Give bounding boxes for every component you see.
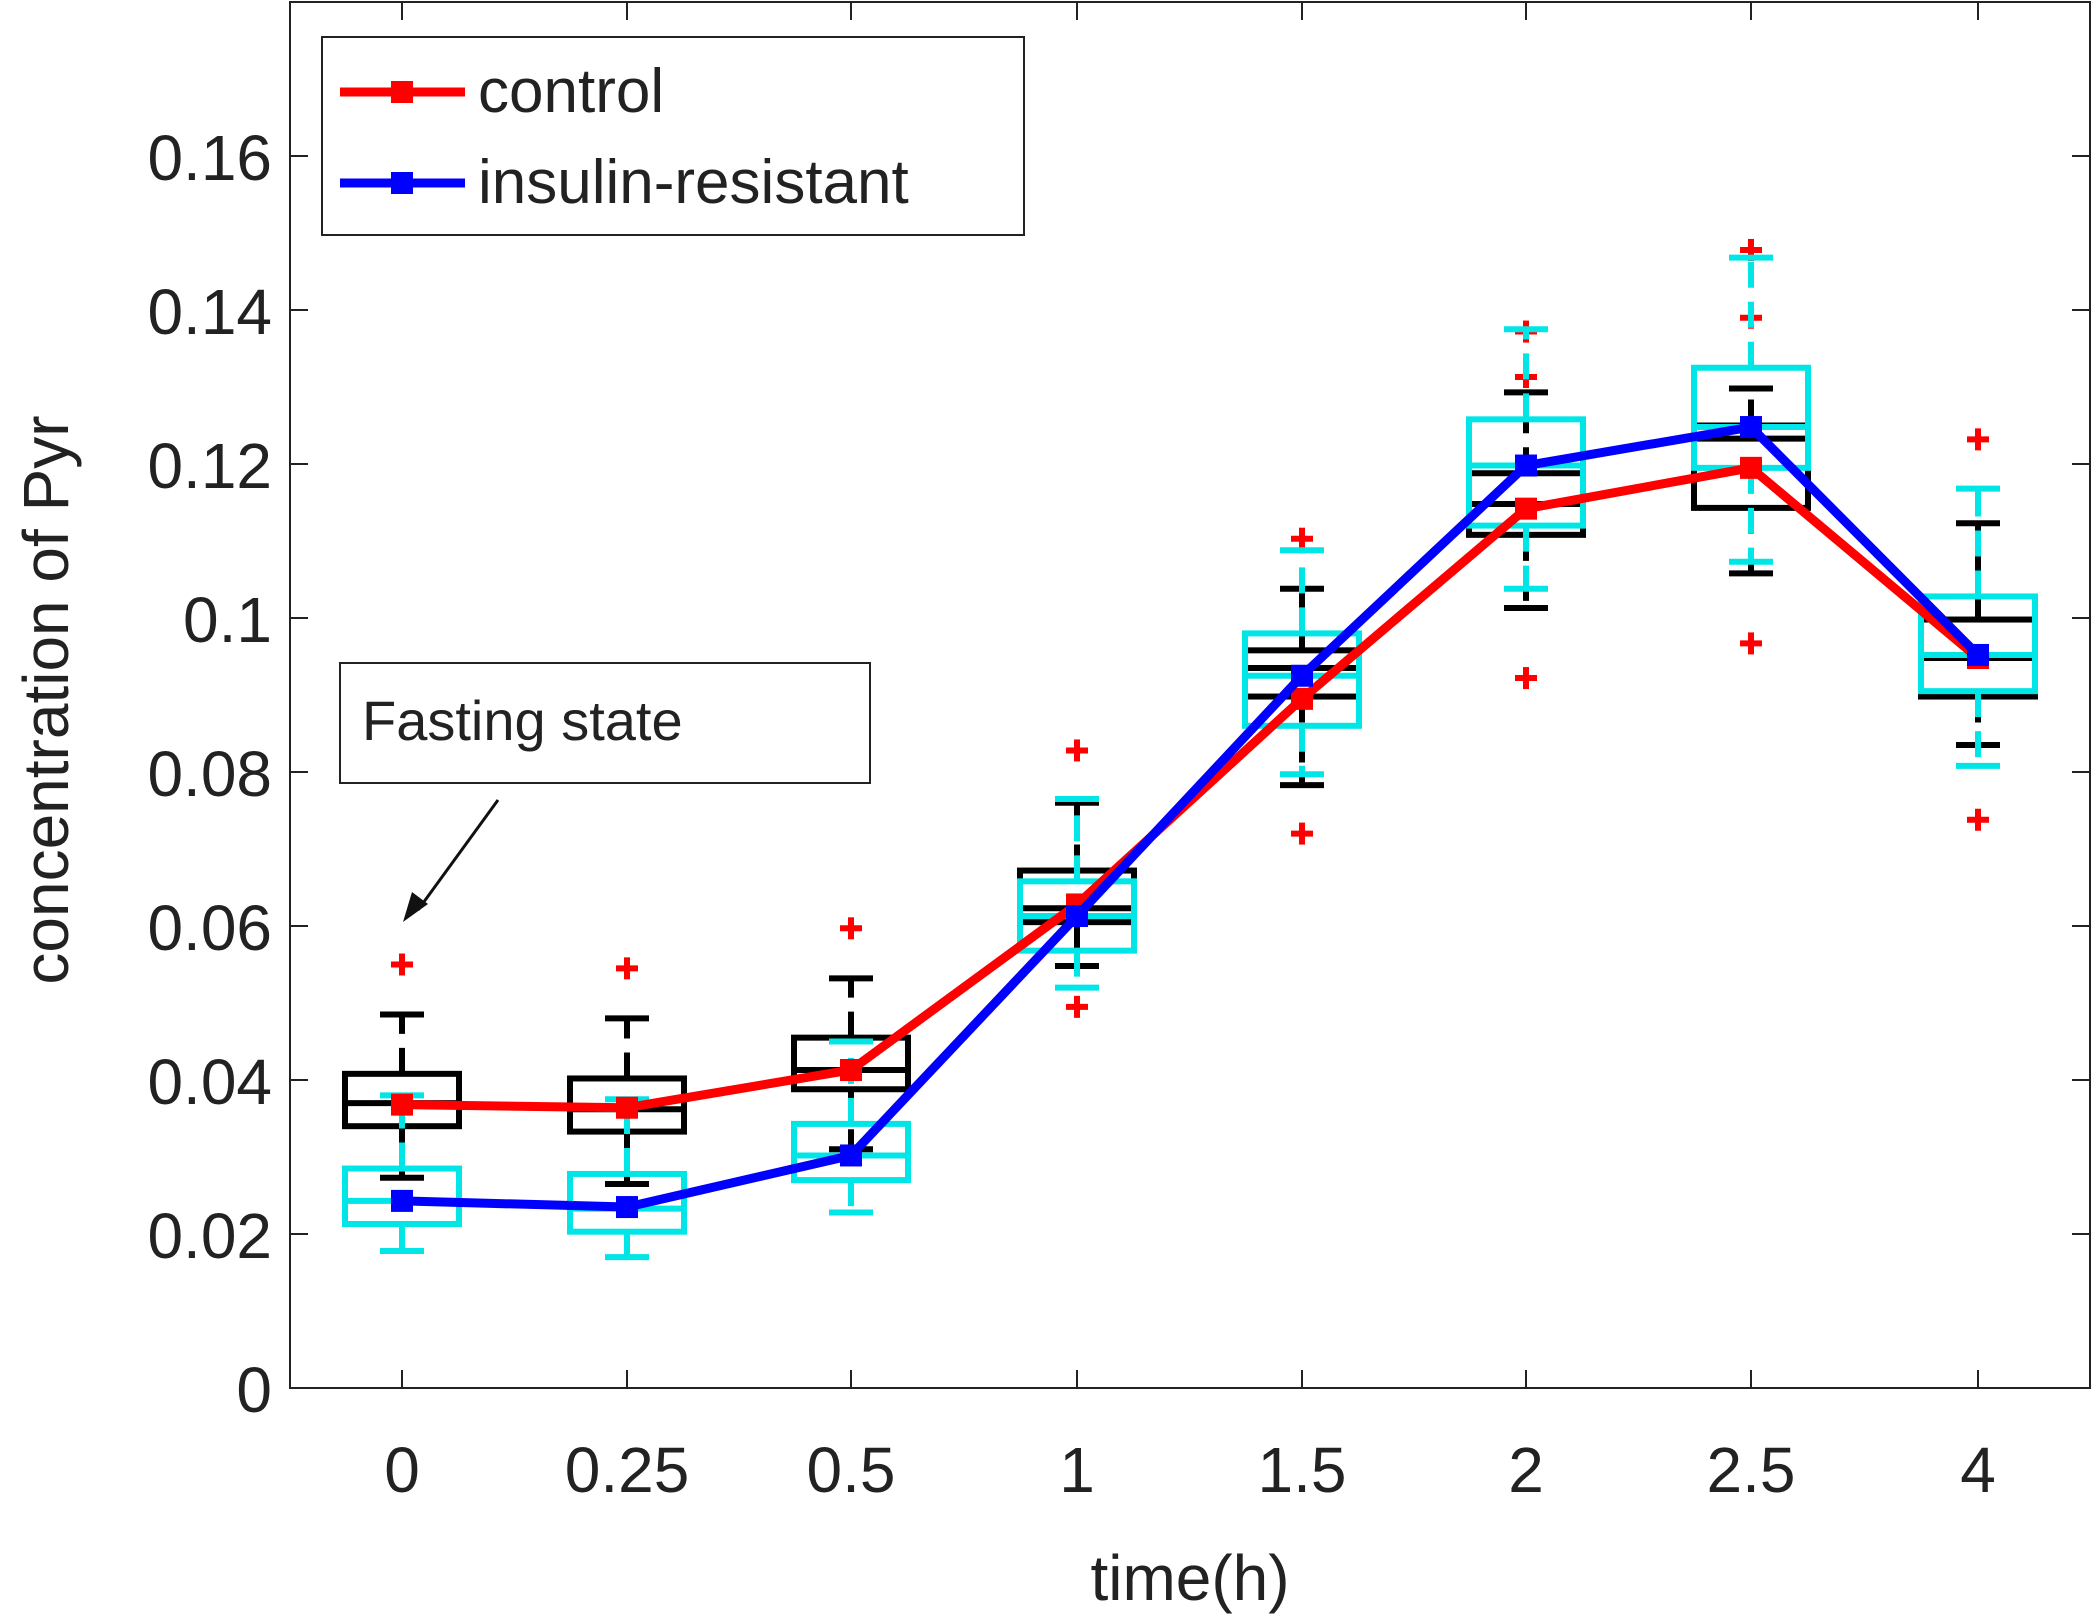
boxplot-insulin-resistant (1242, 547, 1362, 778)
box-iqr (791, 1034, 911, 1093)
series-point-insulin-resistant (616, 1196, 638, 1219)
box-iqr (342, 1165, 462, 1227)
legend-label-insulin-resistant: insulin-resistant (478, 148, 909, 217)
legend-marker-control (391, 81, 413, 103)
series-point-insulin-resistant (1740, 416, 1762, 439)
annotation-box (339, 662, 871, 784)
box-iqr (1466, 416, 1586, 529)
box-outlier-plus-icon (1066, 995, 1088, 1018)
series-point-insulin-resistant (1066, 904, 1088, 927)
box-iqr (791, 1120, 911, 1184)
y-tick-label: 0.06 (147, 892, 272, 964)
y-tick-label: 0.12 (147, 430, 272, 502)
series-point-control (1515, 497, 1537, 520)
x-tick-label: 1 (1059, 1434, 1095, 1506)
y-tick-label: 0.14 (147, 276, 272, 348)
y-tick-label: 0 (236, 1354, 272, 1426)
x-tick-label: 1.5 (1258, 1434, 1347, 1506)
y-tick-label: 0.08 (147, 738, 272, 810)
box-outlier-plus-icon (1967, 808, 1989, 831)
y-tick-label: 0.16 (147, 122, 272, 194)
legend-box (321, 36, 1025, 236)
annotation-arrowhead-icon (403, 892, 428, 922)
series-line-insulin-resistant (401, 422, 1982, 1212)
box-outlier-plus-icon (1291, 822, 1313, 845)
y-tick-label: 0.02 (147, 1200, 272, 1272)
x-tick-label: 0.25 (565, 1434, 690, 1506)
box-outlier-plus-icon (1066, 739, 1088, 762)
box-iqr (1242, 630, 1362, 729)
x-tick-label: 2.5 (1707, 1434, 1796, 1506)
box-outlier-plus-icon (391, 953, 413, 976)
box-iqr (1918, 593, 2038, 695)
annotation-text: Fasting state (362, 689, 683, 752)
legend-marker-insulin-resistant (391, 172, 413, 194)
boxplot-insulin-resistant (1918, 485, 2038, 769)
y-axis-label: concentration of Pyr (10, 415, 82, 984)
box-outlier-plus-icon (1291, 527, 1313, 550)
series-point-control (1740, 456, 1762, 479)
series-point-insulin-resistant (1515, 454, 1537, 477)
series-point-control (840, 1058, 862, 1081)
series-point-insulin-resistant (1967, 643, 1989, 666)
series-point-insulin-resistant (1291, 664, 1313, 687)
plot-area-frame (289, 1, 2091, 1389)
series-point-control (391, 1093, 413, 1116)
box-outlier-plus-icon (1515, 667, 1537, 690)
legend-label-control: control (478, 57, 664, 126)
y-tick-label: 0.04 (147, 1046, 272, 1118)
series-point-control (1291, 687, 1313, 710)
y-tick-label: 0.1 (183, 584, 272, 656)
x-tick-label: 2 (1508, 1434, 1544, 1506)
x-axis-label: time(h) (1090, 1542, 1289, 1614)
box-outlier-plus-icon (1740, 632, 1762, 655)
annotation: Fasting state (339, 662, 871, 922)
x-tick-label: 0.5 (807, 1434, 896, 1506)
box-outlier-plus-icon (616, 957, 638, 980)
series-point-control (616, 1096, 638, 1119)
series-line-layer (391, 416, 1989, 1219)
x-tick-label: 0 (384, 1434, 420, 1506)
box-outlier-plus-icon (840, 917, 862, 940)
boxplot-control (1691, 238, 1811, 655)
x-tick-label: 4 (1960, 1434, 1996, 1506)
series-point-insulin-resistant (391, 1189, 413, 1212)
legend: control insulin-resistant (321, 36, 1025, 236)
series-point-insulin-resistant (840, 1144, 862, 1167)
axes-layer: 0 0.02 0.04 0.06 0.08 0.1 0.12 0.14 0.16 0 0.25 0.5… (147, 1, 2091, 1506)
box-outlier-plus-icon (1967, 428, 1989, 451)
annotation-arrow (416, 799, 500, 911)
